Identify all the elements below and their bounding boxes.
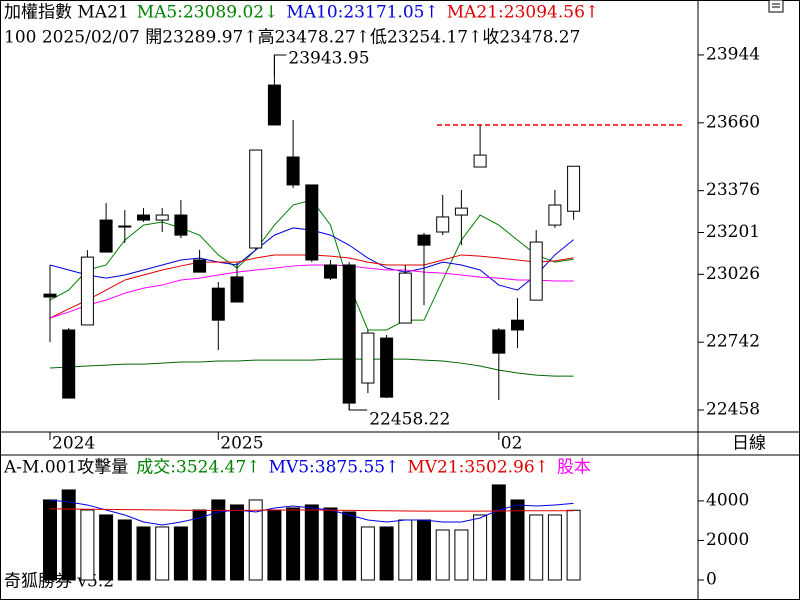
legend-entry: MA10:23171.05↑ (286, 3, 438, 23)
legend-entry: MV21:3502.96↑ (407, 458, 549, 478)
volume-bar (398, 519, 413, 581)
mv-line (49, 508, 574, 512)
annotation-leader (348, 399, 368, 411)
y-tick-label: 22458 (706, 400, 760, 420)
candle-body (174, 214, 188, 236)
candle-body (43, 293, 57, 298)
x-tick-label: 2025 (220, 434, 263, 454)
volume-bar (342, 511, 357, 581)
ma-line (49, 264, 574, 319)
candle-body (230, 276, 244, 303)
volume-bar (267, 509, 282, 581)
volume-bar (491, 484, 506, 581)
footer: 奇狐勝券 v5.2 (4, 572, 114, 592)
candle-body (99, 219, 113, 253)
candle-body (211, 287, 225, 321)
legend-entry: MV5:3875.55↑ (269, 458, 400, 478)
candle-body (305, 184, 319, 261)
candle-body (380, 337, 394, 398)
volume-bar (192, 509, 207, 581)
candle-body (454, 207, 468, 216)
y-tick-label: 23026 (706, 264, 760, 284)
candle-body (80, 256, 94, 326)
candle-body (249, 149, 263, 249)
high-annotation: 23943.95 (288, 48, 369, 68)
candle-body (267, 84, 281, 126)
volume-bar (323, 507, 338, 581)
candle-body (417, 234, 431, 246)
volume-bar (248, 499, 263, 581)
candle-body (342, 264, 356, 404)
volume-bar (136, 526, 151, 581)
annotation-leader (273, 54, 287, 75)
candle-body (62, 329, 76, 399)
volume-bar (173, 526, 188, 581)
volume-bar (529, 514, 544, 581)
volume-bar (117, 519, 132, 581)
y-tick-label: 23944 (706, 44, 760, 64)
low-annotation: 22458.22 (369, 409, 450, 429)
volume-bar (435, 529, 450, 581)
info-line: 100 2025/02/07 開23289.97↑高23478.27↑低2325… (4, 28, 580, 48)
candle-body (548, 204, 562, 226)
x-tick-label: 2024 (52, 434, 95, 454)
x-tick-label: 02 (501, 434, 523, 454)
volume-bar (61, 489, 76, 581)
y-tick-label: 23376 (706, 180, 760, 200)
volume-bar (473, 514, 488, 581)
candle-body (511, 319, 524, 331)
candle-body (529, 241, 543, 301)
y-tick-label: 4000 (706, 490, 749, 510)
volume-bar (360, 526, 375, 581)
candle-body (286, 156, 300, 186)
y-tick-label: 22742 (706, 332, 760, 352)
volume-bar (454, 529, 469, 581)
header-title: 加權指數 MA21 (4, 3, 129, 23)
y-tick-label: 23660 (706, 112, 760, 132)
legend-entry: 成交:3524.47↑ (136, 458, 260, 478)
candle-body (193, 259, 207, 273)
candle-body (398, 272, 412, 324)
legend-entry: 股本 (557, 458, 591, 478)
volume-bar (304, 504, 319, 581)
candle-body (473, 154, 487, 168)
candle-body (436, 216, 450, 233)
candle-body (324, 264, 337, 279)
volume-bar (286, 507, 301, 581)
y-tick-label: 2000 (706, 530, 749, 550)
volume-bar (211, 499, 226, 581)
volume-bar (510, 499, 525, 581)
mv-line (49, 499, 574, 526)
volume-bar (417, 519, 431, 581)
candle-body (492, 329, 506, 354)
period-label: 日線 (732, 434, 766, 454)
ma-line (49, 358, 574, 377)
y-tick-label: 0 (706, 570, 717, 590)
volume-bar (155, 526, 170, 581)
volume-bar (43, 499, 57, 581)
volume-bar (379, 526, 394, 581)
candle-body (567, 165, 581, 212)
candle-body (118, 225, 132, 228)
header-title: A-M.001攻擊量 (3, 458, 128, 478)
candle-body (137, 214, 150, 221)
volume-bar (566, 509, 581, 581)
window-button[interactable] (768, 0, 784, 13)
volume-bar (99, 514, 114, 581)
volume-bar (547, 514, 562, 581)
candle-body (361, 332, 375, 384)
legend-entry: MA5:23089.02↓ (137, 3, 279, 23)
volume-bar (230, 504, 244, 581)
y-tick-label: 23201 (706, 222, 760, 242)
volume-bar (80, 509, 95, 581)
legend-entry: MA21:23094.56↑ (447, 3, 599, 23)
candle-body (155, 214, 169, 221)
